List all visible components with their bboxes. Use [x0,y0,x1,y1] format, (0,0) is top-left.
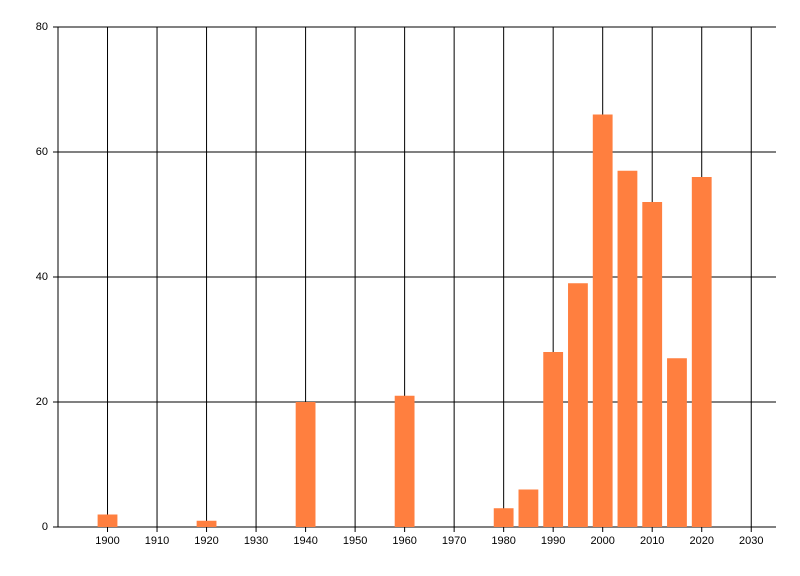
x-tick-label: 1930 [244,535,268,547]
bar [592,114,613,527]
bar [617,170,638,527]
x-tick-label: 1990 [541,535,565,547]
x-tick-label: 1900 [95,535,119,547]
bar [493,508,514,527]
x-tick-label: 1910 [145,535,169,547]
y-tick-label: 0 [42,521,48,533]
bar [568,283,588,527]
bar [667,358,687,527]
bar [543,352,564,527]
bar [691,177,712,527]
x-tick-label: 2010 [640,535,664,547]
x-tick-label: 1970 [442,535,466,547]
y-tick-label: 60 [36,146,48,158]
bar [295,402,316,527]
bar [642,202,663,527]
bar [196,520,217,527]
x-tick-label: 1960 [392,535,416,547]
x-tick-label: 1940 [293,535,317,547]
x-tick-label: 1920 [194,535,218,547]
y-tick-label: 80 [36,21,48,33]
x-tick-label: 1950 [343,535,367,547]
x-tick-label: 2020 [689,535,713,547]
x-tick-label: 1980 [491,535,515,547]
y-tick-label: 20 [36,396,48,408]
y-tick-label: 40 [36,271,48,283]
bar [97,514,118,527]
x-tick-label: 2000 [590,535,614,547]
bar [518,489,539,527]
x-tick-label: 2030 [739,535,763,547]
bar [394,395,415,527]
